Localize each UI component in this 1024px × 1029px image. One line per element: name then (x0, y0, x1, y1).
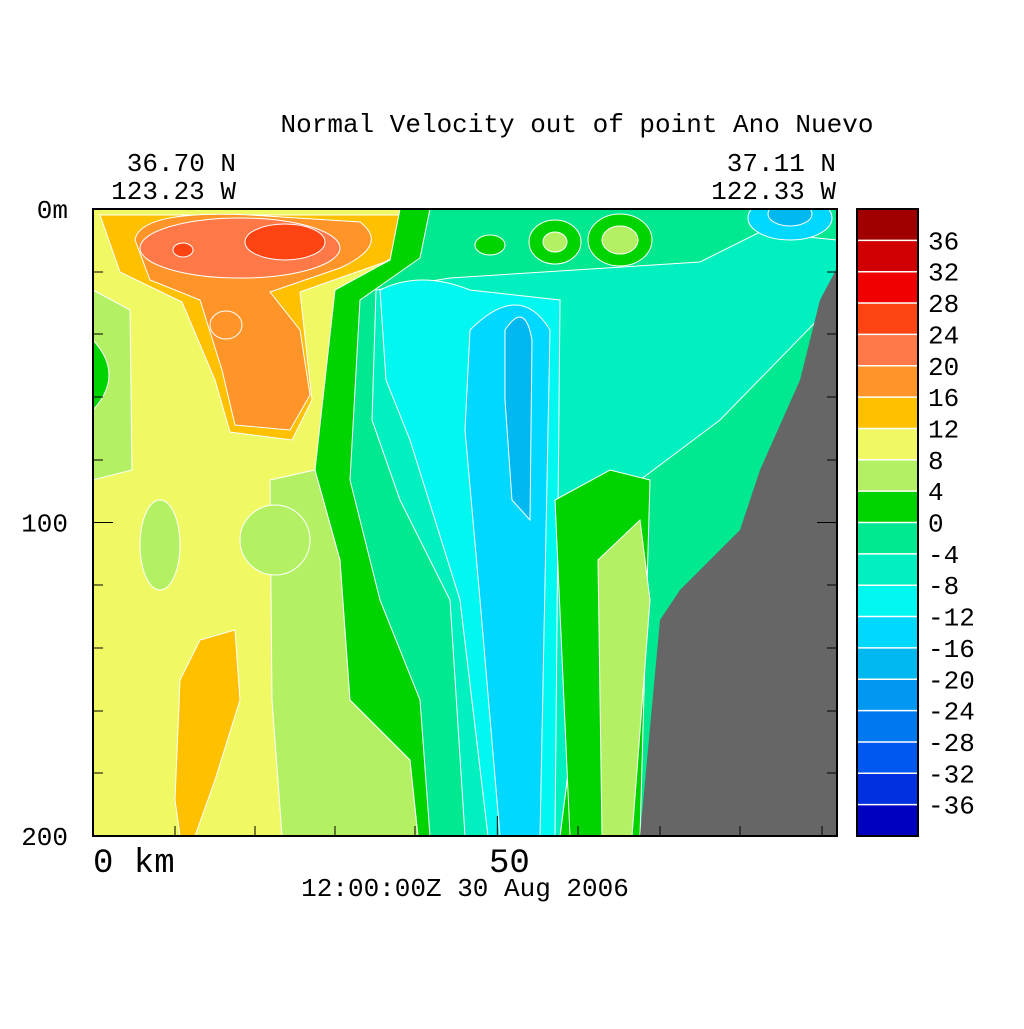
right-lat: 37.11 N (727, 149, 836, 179)
colorbar-tick-label: 28 (928, 290, 959, 320)
colorbar-band (857, 459, 918, 492)
contour-region (209, 310, 243, 340)
contour-region (542, 231, 568, 253)
colorbar-tick-label: -12 (928, 604, 975, 634)
colorbar-band (857, 616, 918, 648)
colorbar-band (857, 522, 918, 554)
colorbar-tick-label: 16 (928, 384, 959, 414)
colorbar-band (857, 303, 918, 335)
colorbar-tick-label: 36 (928, 227, 959, 257)
contour-region (174, 629, 241, 836)
chart-title: Normal Velocity out of point Ano Nuevo (281, 110, 874, 140)
contour-region (474, 234, 506, 256)
colorbar-band (857, 428, 918, 460)
left-lat: 36.70 N (127, 149, 236, 179)
colorbar-band (857, 209, 918, 241)
contour-region (93, 289, 133, 481)
colorbar-band (857, 240, 918, 272)
colorbar-tick-label: 20 (928, 353, 959, 383)
colorbar-band (857, 271, 918, 304)
contour-region (172, 242, 194, 258)
colorbar-band (857, 334, 918, 366)
colorbar-band (857, 553, 918, 586)
colorbar-band (857, 804, 918, 836)
colorbar-tick-label: 0 (928, 510, 944, 540)
contour-region (504, 316, 533, 522)
left-lon: 123.23 W (111, 177, 236, 207)
contour-region (244, 223, 326, 261)
axes: 0m 100 200 0 km 50 (21, 196, 837, 883)
colorbar-band (857, 397, 918, 429)
colorbar-tick-label: -8 (928, 572, 959, 602)
colorbar-tick-label: 4 (928, 478, 944, 508)
colorbar-band (857, 710, 918, 742)
colorbar-band (857, 741, 918, 774)
colorbar-tick-label: -4 (928, 541, 959, 571)
colorbar-frame (856, 208, 919, 837)
y-tick-label: 0m (37, 196, 68, 226)
contour-region (239, 504, 311, 576)
colorbar-band (857, 365, 918, 398)
minor-ticks (93, 271, 837, 836)
contour-region (601, 225, 639, 255)
y-tick-label: 100 (21, 510, 68, 540)
colorbar-tick-label: -16 (928, 635, 975, 665)
y-tick-label: 200 (21, 823, 68, 853)
colorbar-band (857, 679, 918, 711)
date-caption: 12:00:00Z 30 Aug 2006 (301, 874, 629, 904)
colorbar-tick-label: 32 (928, 259, 959, 289)
colorbar-band (857, 647, 918, 680)
x-tick-label: 0 km (93, 845, 175, 883)
colorbar-tick-label: -36 (928, 792, 975, 822)
x-tick-label: 50 (489, 845, 530, 883)
colorbar-tick-label: -24 (928, 698, 975, 728)
contour-region (767, 209, 813, 227)
colorbar-band (857, 491, 918, 523)
contour-region (139, 499, 181, 591)
colorbar-tick-label: 12 (928, 415, 959, 445)
land-mask (640, 268, 837, 836)
colorbar-tick-label: -20 (928, 666, 975, 696)
contour-region (597, 518, 651, 836)
colorbar-tick-label: -28 (928, 729, 975, 759)
colorbar-band (857, 585, 918, 617)
contour-region (93, 339, 110, 411)
right-lon: 122.33 W (711, 177, 836, 207)
contour-field (93, 209, 837, 836)
colorbar-tick-label: 24 (928, 321, 959, 351)
colorbar-band (857, 773, 918, 805)
colorbar-tick-label: 8 (928, 447, 944, 477)
colorbar-tick-label: -32 (928, 760, 975, 790)
minor-tick (93, 271, 837, 836)
